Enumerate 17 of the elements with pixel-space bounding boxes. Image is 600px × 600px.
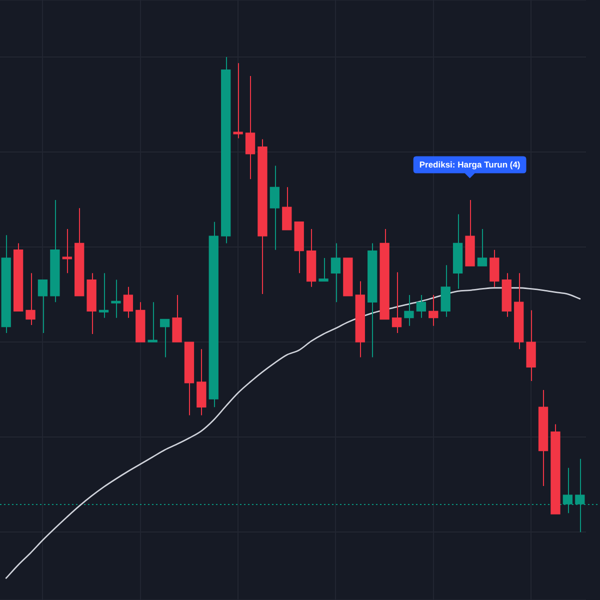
candlestick bbox=[111, 279, 121, 318]
candlestick bbox=[380, 228, 390, 320]
candlestick bbox=[233, 62, 243, 139]
candlestick bbox=[50, 200, 60, 303]
candlestick bbox=[465, 200, 475, 267]
candlestick bbox=[490, 249, 500, 288]
candlestick bbox=[172, 294, 182, 343]
candlestick bbox=[477, 228, 488, 267]
candlestick bbox=[526, 310, 536, 382]
candlestick bbox=[86, 272, 96, 334]
candlestick bbox=[550, 424, 560, 515]
candlestick bbox=[318, 257, 328, 282]
candlestick bbox=[26, 272, 36, 326]
candlestick bbox=[343, 258, 353, 296]
candlestick bbox=[258, 138, 268, 295]
candlestick bbox=[196, 348, 206, 416]
annotation: Prediksi: Harga Turun (4) bbox=[419, 160, 520, 170]
